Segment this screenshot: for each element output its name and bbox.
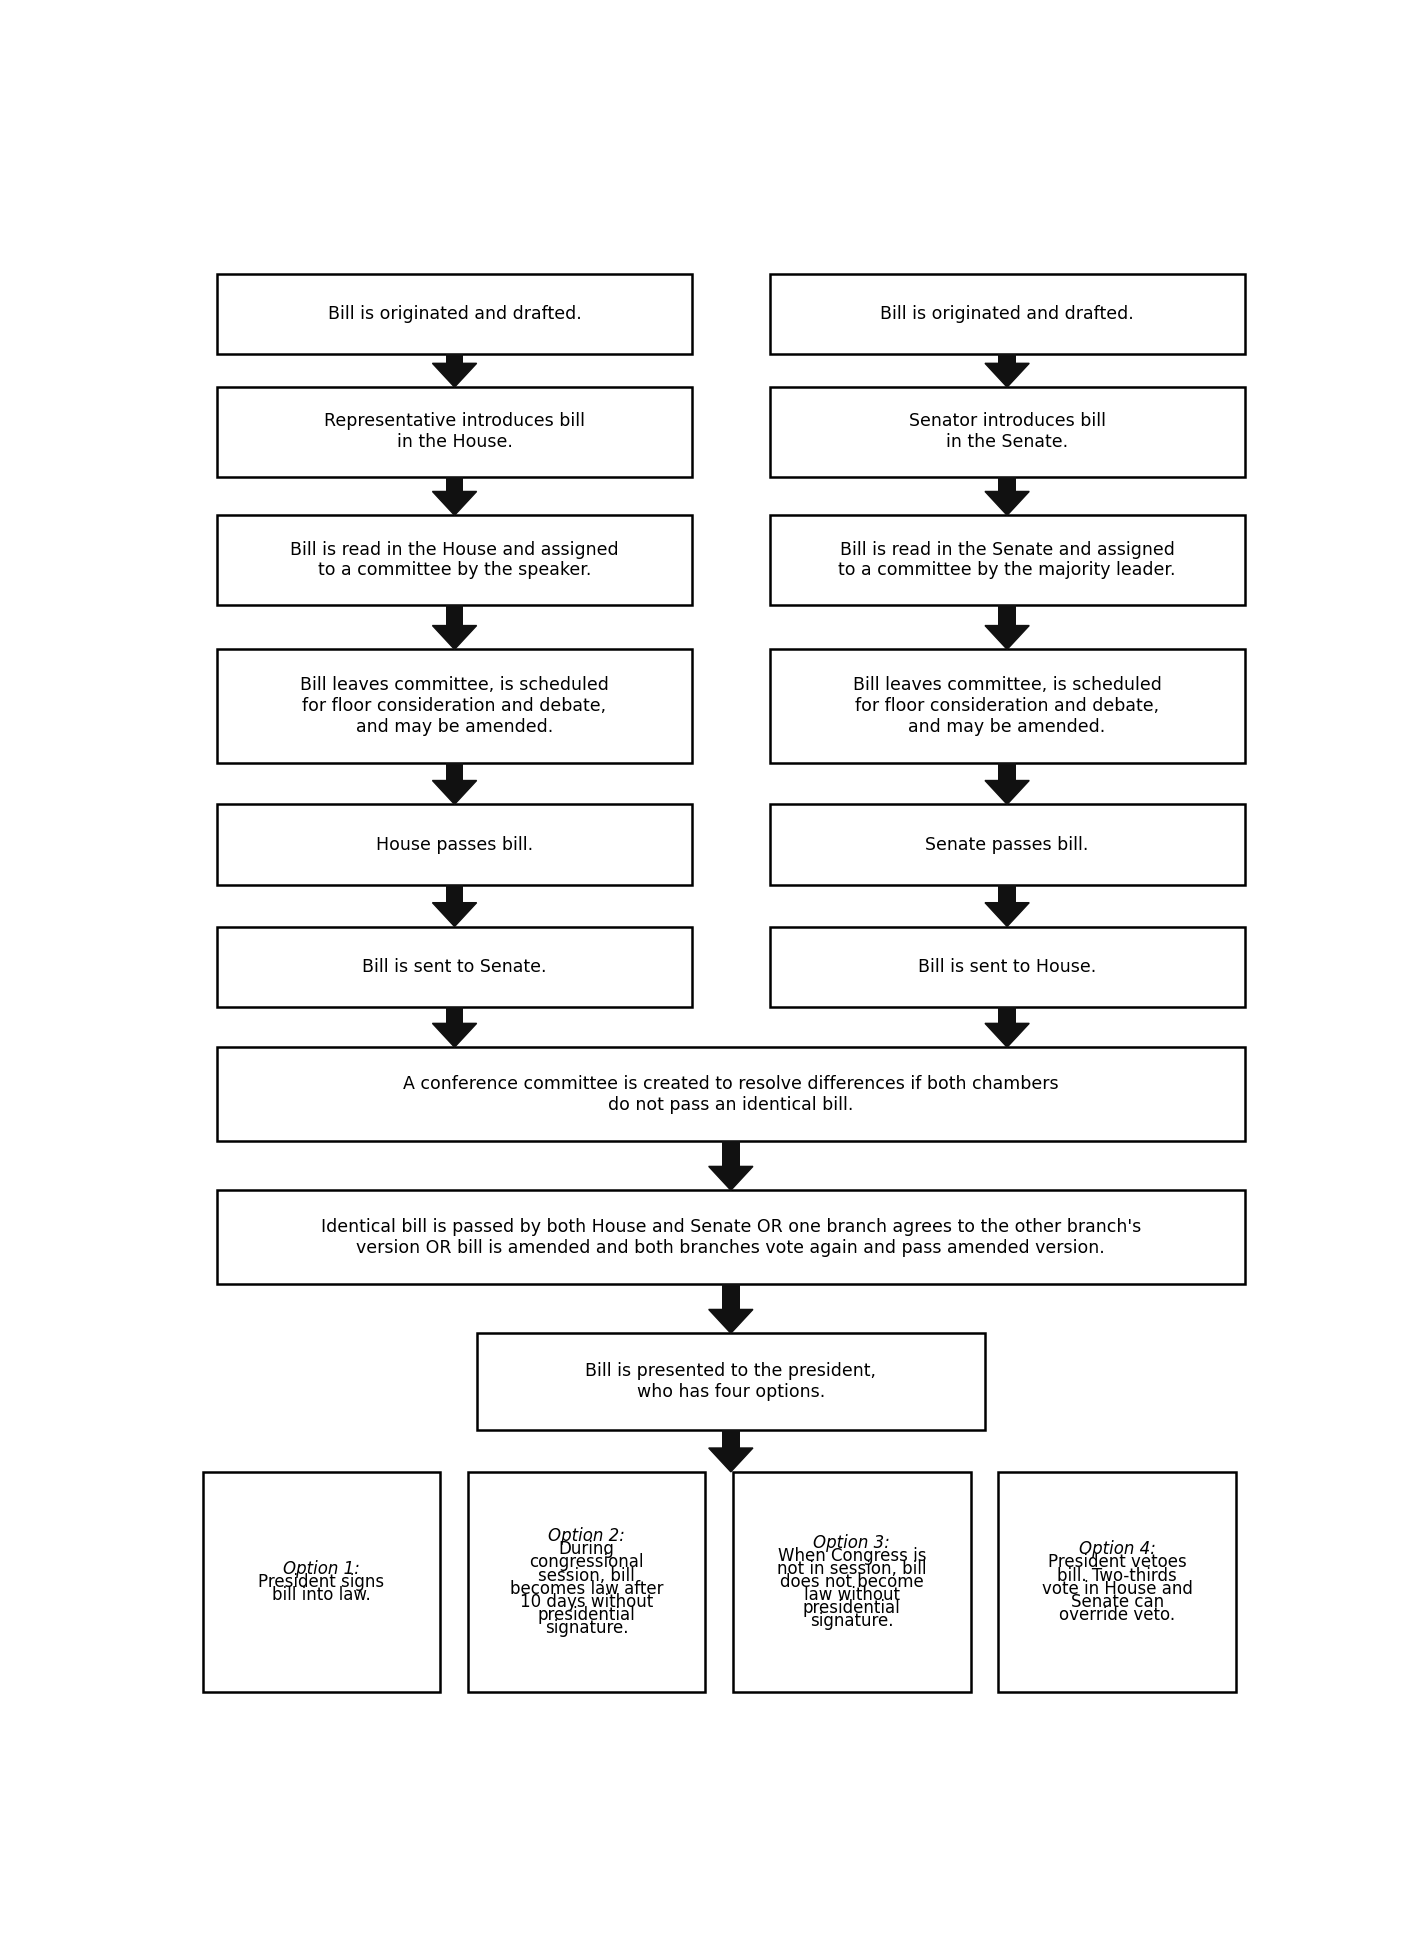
Text: During: During — [559, 1540, 615, 1558]
Text: bill into law.: bill into law. — [272, 1587, 371, 1604]
Polygon shape — [985, 364, 1030, 387]
Text: override veto.: override veto. — [1060, 1606, 1175, 1623]
Text: Option 4:: Option 4: — [1078, 1540, 1155, 1558]
Text: President vetoes: President vetoes — [1048, 1554, 1186, 1571]
Text: congressional: congressional — [529, 1554, 645, 1571]
Bar — [998, 1473, 1236, 1693]
Text: not in session, bill: not in session, bill — [777, 1560, 927, 1577]
Bar — [446, 1006, 463, 1024]
Bar — [722, 1430, 740, 1447]
Bar — [217, 805, 692, 884]
Text: When Congress is: When Congress is — [777, 1546, 925, 1565]
Polygon shape — [432, 1024, 476, 1047]
Bar — [998, 884, 1015, 902]
Text: Bill is originated and drafted.: Bill is originated and drafted. — [328, 306, 582, 323]
Text: Bill leaves committee, is scheduled
for floor consideration and debate,
and may : Bill leaves committee, is scheduled for … — [853, 675, 1162, 735]
Bar — [446, 604, 463, 625]
Text: law without: law without — [804, 1587, 900, 1604]
Bar — [770, 515, 1245, 606]
Text: Bill is sent to House.: Bill is sent to House. — [918, 958, 1097, 975]
Bar — [446, 476, 463, 491]
Text: does not become: does not become — [780, 1573, 924, 1591]
Polygon shape — [985, 491, 1030, 515]
Polygon shape — [432, 780, 476, 805]
Text: signature.: signature. — [810, 1612, 894, 1631]
Bar — [446, 884, 463, 902]
Text: presidential: presidential — [803, 1600, 901, 1618]
Text: session, bill: session, bill — [538, 1567, 635, 1585]
Bar — [217, 927, 692, 1006]
Text: A conference committee is created to resolve differences if both chambers
do not: A conference committee is created to res… — [404, 1074, 1058, 1113]
Polygon shape — [432, 491, 476, 515]
Text: Option 3:: Option 3: — [813, 1534, 890, 1552]
Text: Senate passes bill.: Senate passes bill. — [925, 836, 1089, 853]
Text: House passes bill.: House passes bill. — [376, 836, 533, 853]
Bar — [217, 650, 692, 762]
Text: Bill leaves committee, is scheduled
for floor consideration and debate,
and may : Bill leaves committee, is scheduled for … — [299, 675, 609, 735]
Bar — [998, 762, 1015, 780]
Bar — [998, 604, 1015, 625]
Bar — [998, 1006, 1015, 1024]
Text: Bill is sent to Senate.: Bill is sent to Senate. — [362, 958, 546, 975]
Text: Option 2:: Option 2: — [548, 1527, 625, 1546]
Polygon shape — [709, 1310, 753, 1333]
Text: becomes law after: becomes law after — [511, 1579, 663, 1598]
Bar — [733, 1473, 971, 1693]
Text: Senate can: Senate can — [1071, 1593, 1164, 1610]
Text: presidential: presidential — [538, 1606, 636, 1623]
Text: President signs: President signs — [258, 1573, 385, 1591]
Polygon shape — [985, 625, 1030, 650]
Bar — [217, 275, 692, 354]
Polygon shape — [985, 1024, 1030, 1047]
Polygon shape — [432, 625, 476, 650]
Bar — [217, 515, 692, 606]
Polygon shape — [985, 780, 1030, 805]
Text: Option 1:: Option 1: — [282, 1560, 359, 1577]
Bar — [998, 476, 1015, 491]
Polygon shape — [432, 902, 476, 927]
Text: Bill is read in the Senate and assigned
to a committee by the majority leader.: Bill is read in the Senate and assigned … — [838, 540, 1176, 579]
Bar — [476, 1333, 985, 1430]
Polygon shape — [709, 1447, 753, 1473]
Polygon shape — [432, 364, 476, 387]
Bar — [722, 1142, 740, 1167]
Text: Identical bill is passed by both House and Senate OR one branch agrees to the ot: Identical bill is passed by both House a… — [321, 1217, 1141, 1256]
Bar — [770, 927, 1245, 1006]
Text: Bill is presented to the president,
who has four options.: Bill is presented to the president, who … — [585, 1362, 877, 1401]
Text: vote in House and: vote in House and — [1041, 1579, 1192, 1598]
Text: Senator introduces bill
in the Senate.: Senator introduces bill in the Senate. — [908, 412, 1105, 451]
Polygon shape — [985, 902, 1030, 927]
Text: signature.: signature. — [545, 1620, 629, 1637]
Text: Bill is originated and drafted.: Bill is originated and drafted. — [880, 306, 1134, 323]
Bar — [446, 354, 463, 364]
Text: bill. Two-thirds: bill. Two-thirds — [1057, 1567, 1176, 1585]
Bar — [770, 650, 1245, 762]
Bar — [770, 387, 1245, 476]
Bar — [468, 1473, 706, 1693]
Bar — [217, 1190, 1245, 1285]
Text: 10 days without: 10 days without — [520, 1593, 653, 1610]
Bar — [770, 275, 1245, 354]
Bar — [770, 805, 1245, 884]
Bar — [998, 354, 1015, 364]
Bar — [217, 387, 692, 476]
Text: Bill is read in the House and assigned
to a committee by the speaker.: Bill is read in the House and assigned t… — [291, 540, 619, 579]
Bar — [202, 1473, 441, 1693]
Bar — [446, 762, 463, 780]
Polygon shape — [709, 1167, 753, 1190]
Bar — [722, 1285, 740, 1310]
Bar — [217, 1047, 1245, 1142]
Text: Representative introduces bill
in the House.: Representative introduces bill in the Ho… — [324, 412, 585, 451]
